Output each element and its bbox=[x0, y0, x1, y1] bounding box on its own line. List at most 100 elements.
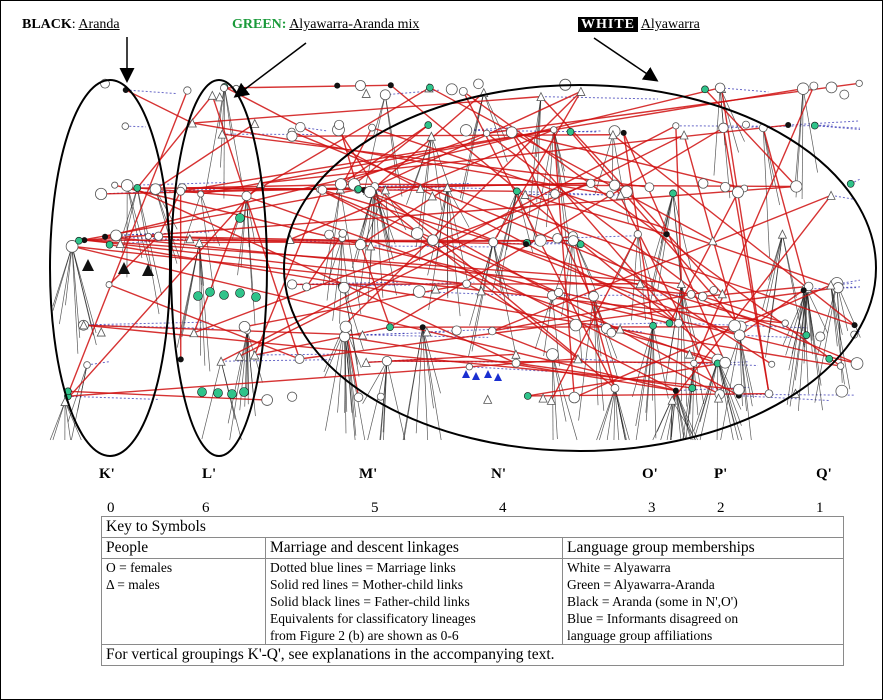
female-node bbox=[733, 329, 746, 341]
female-node bbox=[714, 82, 726, 94]
key-linkage-father: Solid black lines = Father-child links bbox=[270, 594, 470, 609]
father-child-link bbox=[71, 246, 79, 354]
mother-child-link bbox=[524, 193, 667, 235]
father-child-link bbox=[59, 246, 73, 325]
father-child-link bbox=[384, 94, 403, 197]
mother-child-link bbox=[762, 127, 808, 290]
male-node bbox=[415, 183, 426, 193]
father-child-link bbox=[788, 288, 807, 371]
father-child-link bbox=[386, 360, 406, 441]
female-node bbox=[610, 383, 620, 393]
key-col-people-head: People bbox=[101, 537, 266, 559]
key-language-white: White = Alyawarra bbox=[567, 560, 671, 575]
mother-child-link bbox=[64, 182, 262, 403]
father-child-link bbox=[459, 92, 485, 199]
male-node bbox=[615, 324, 625, 334]
male-node bbox=[426, 131, 437, 141]
male-node bbox=[187, 118, 197, 128]
father-child-link bbox=[246, 196, 256, 325]
key-language-blue-2: language group affiliations bbox=[567, 628, 713, 643]
father-child-link bbox=[675, 390, 693, 435]
marriage-link bbox=[720, 87, 769, 93]
mother-child-link bbox=[359, 244, 391, 328]
female-node bbox=[552, 233, 563, 244]
female-node bbox=[850, 357, 864, 370]
male-node bbox=[708, 235, 718, 246]
mix-node bbox=[213, 388, 223, 398]
female-node bbox=[815, 331, 826, 342]
female-node bbox=[825, 81, 838, 94]
female-node bbox=[295, 121, 306, 133]
key-linkage-marriage: Dotted blue lines = Marriage links bbox=[270, 560, 456, 575]
female-node bbox=[459, 124, 473, 137]
male-node bbox=[713, 393, 724, 403]
female-node bbox=[554, 287, 564, 298]
mix-node bbox=[523, 392, 532, 400]
female-node bbox=[719, 356, 731, 369]
female-node bbox=[379, 89, 391, 101]
mix-node bbox=[75, 236, 83, 245]
group-number-m: 5 bbox=[371, 500, 379, 516]
mother-child-link bbox=[157, 190, 182, 237]
mother-child-link bbox=[374, 90, 582, 188]
male-node bbox=[826, 190, 836, 200]
marriage-link bbox=[127, 181, 228, 186]
father-child-link bbox=[599, 388, 616, 441]
mother-child-link bbox=[704, 88, 797, 187]
female-node bbox=[353, 392, 364, 402]
header-white-value: Alyawarra bbox=[640, 17, 700, 32]
aranda-node bbox=[82, 259, 94, 271]
female-node bbox=[709, 286, 718, 295]
female-node bbox=[796, 82, 810, 95]
male-node bbox=[115, 238, 125, 249]
father-child-link bbox=[717, 359, 736, 426]
father-child-link bbox=[385, 189, 407, 231]
marriage-link bbox=[370, 245, 497, 248]
mother-child-link bbox=[155, 122, 256, 190]
mother-child-link bbox=[491, 330, 553, 356]
male-node bbox=[207, 90, 217, 100]
father-child-link bbox=[220, 361, 236, 420]
father-child-link bbox=[699, 359, 719, 441]
female-node bbox=[764, 389, 774, 398]
female-node bbox=[534, 234, 547, 247]
father-child-link bbox=[71, 246, 97, 334]
header-black-label: BLACK bbox=[22, 17, 72, 32]
mother-child-link bbox=[466, 283, 677, 392]
key-language-black: Black = Aranda (some in N',O') bbox=[567, 594, 738, 609]
group-number-n: 4 bbox=[499, 500, 507, 516]
father-child-link bbox=[675, 283, 682, 386]
female-node bbox=[110, 229, 122, 242]
male-node bbox=[442, 182, 453, 192]
father-child-link bbox=[675, 390, 698, 441]
father-child-link bbox=[180, 193, 202, 253]
marriage-link bbox=[362, 332, 407, 336]
father-child-link bbox=[675, 390, 685, 441]
female-node bbox=[363, 185, 376, 198]
mother-child-link bbox=[389, 127, 724, 328]
mix-node bbox=[239, 387, 249, 397]
father-child-link bbox=[717, 359, 734, 441]
mother-child-link bbox=[192, 95, 542, 124]
father-child-link bbox=[65, 246, 73, 306]
female-node bbox=[261, 394, 273, 406]
father-child-link bbox=[229, 330, 248, 441]
group-number-o: 3 bbox=[648, 500, 656, 516]
mother-child-link bbox=[515, 362, 693, 389]
male-node bbox=[430, 284, 441, 294]
ellipse-mix bbox=[170, 79, 268, 457]
mother-child-link bbox=[239, 134, 685, 357]
father-child-link bbox=[240, 195, 247, 268]
aranda-node bbox=[334, 82, 341, 89]
mother-child-link bbox=[67, 358, 578, 397]
mother-child-link bbox=[486, 132, 704, 298]
female-node bbox=[121, 122, 130, 130]
male-node bbox=[366, 241, 376, 251]
mix-node bbox=[386, 323, 394, 331]
mother-child-link bbox=[527, 392, 769, 397]
mix-node bbox=[193, 291, 203, 301]
ellipse-aranda bbox=[49, 79, 171, 457]
father-child-link bbox=[830, 284, 843, 335]
father-child-link bbox=[332, 238, 343, 321]
female-node bbox=[728, 319, 741, 333]
